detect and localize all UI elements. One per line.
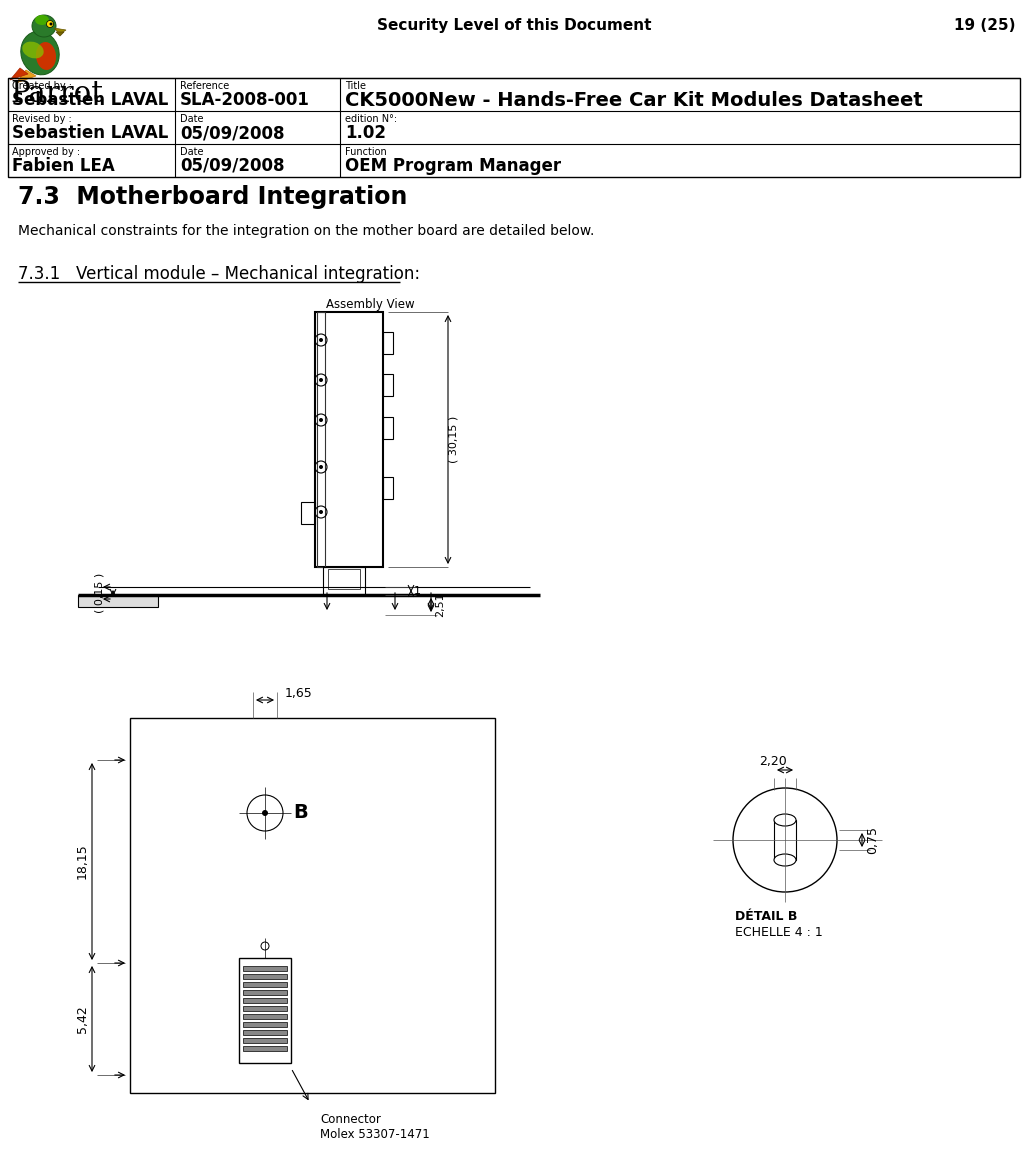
Bar <box>383 374 393 396</box>
Text: Date: Date <box>180 114 204 124</box>
Text: 18,15: 18,15 <box>75 843 88 879</box>
Text: 05/09/2008: 05/09/2008 <box>180 124 285 142</box>
Text: Function: Function <box>345 146 387 157</box>
Bar <box>243 966 287 970</box>
Ellipse shape <box>319 510 323 515</box>
Ellipse shape <box>49 22 52 26</box>
Ellipse shape <box>774 854 796 866</box>
Text: Title: Title <box>345 81 366 91</box>
Bar <box>243 1038 287 1043</box>
Text: Mechanical constraints for the integration on the mother board are detailed belo: Mechanical constraints for the integrati… <box>19 224 594 238</box>
Bar <box>243 999 287 1003</box>
Bar <box>243 974 287 979</box>
Bar <box>774 820 796 860</box>
Text: B: B <box>293 804 307 823</box>
Text: Sebastien LAVAL: Sebastien LAVAL <box>12 91 169 109</box>
Bar <box>78 595 158 607</box>
Text: Parrot: Parrot <box>10 80 103 108</box>
Ellipse shape <box>36 42 57 70</box>
Text: 2,20: 2,20 <box>759 755 786 768</box>
Text: Security Level of this Document: Security Level of this Document <box>376 18 652 33</box>
Text: 0,75: 0,75 <box>866 826 879 854</box>
Text: SLA-2008-001: SLA-2008-001 <box>180 91 309 109</box>
Text: 1,65: 1,65 <box>285 688 313 701</box>
Bar <box>243 1045 287 1051</box>
Bar <box>323 567 365 595</box>
Bar <box>243 1014 287 1018</box>
Text: 19 (25): 19 (25) <box>954 18 1015 33</box>
Bar <box>383 477 393 499</box>
Bar <box>243 1030 287 1035</box>
Text: 5,42: 5,42 <box>75 1006 88 1033</box>
Ellipse shape <box>35 15 49 25</box>
Text: 05/09/2008: 05/09/2008 <box>180 157 285 175</box>
Text: 1.02: 1.02 <box>345 124 386 142</box>
Text: Reference: Reference <box>180 81 229 91</box>
Polygon shape <box>56 32 64 36</box>
Ellipse shape <box>774 815 796 826</box>
Polygon shape <box>10 68 28 80</box>
Text: DÉTAIL B: DÉTAIL B <box>735 909 798 924</box>
Bar <box>130 718 495 1093</box>
Text: ( 30,15 ): ( 30,15 ) <box>448 415 458 463</box>
Ellipse shape <box>21 32 60 75</box>
Text: CK5000New - Hands-Free Car Kit Modules Datasheet: CK5000New - Hands-Free Car Kit Modules D… <box>345 91 923 110</box>
Ellipse shape <box>319 418 323 422</box>
Bar <box>8 79 1020 177</box>
Text: edition N°:: edition N°: <box>345 114 397 124</box>
Ellipse shape <box>46 20 53 27</box>
Text: OEM Program Manager: OEM Program Manager <box>345 157 561 175</box>
Text: Sebastien LAVAL: Sebastien LAVAL <box>12 124 169 142</box>
Text: 2,51: 2,51 <box>435 593 445 618</box>
Text: Connector
Molex 53307-1471: Connector Molex 53307-1471 <box>320 1113 430 1142</box>
Bar <box>243 1006 287 1011</box>
Text: ( 0,15 ): ( 0,15 ) <box>94 573 104 613</box>
Bar <box>328 568 360 590</box>
Bar <box>315 312 383 567</box>
Ellipse shape <box>319 379 323 382</box>
Text: 7.3.1   Vertical module – Mechanical integration:: 7.3.1 Vertical module – Mechanical integ… <box>19 265 420 282</box>
Text: 1: 1 <box>414 586 421 597</box>
Bar <box>243 990 287 995</box>
Bar <box>243 1022 287 1027</box>
Bar <box>383 417 393 440</box>
Bar <box>243 982 287 987</box>
Bar <box>238 958 291 1063</box>
Bar <box>301 502 315 524</box>
Text: 7.3  Motherboard Integration: 7.3 Motherboard Integration <box>19 185 407 209</box>
Ellipse shape <box>262 810 268 816</box>
Polygon shape <box>54 28 66 34</box>
Text: Approved by :: Approved by : <box>12 146 80 157</box>
Bar <box>317 312 325 567</box>
Text: Created by :: Created by : <box>12 81 72 91</box>
Text: ECHELLE 4 : 1: ECHELLE 4 : 1 <box>735 926 822 939</box>
Text: Date: Date <box>180 146 204 157</box>
Polygon shape <box>16 70 36 83</box>
Ellipse shape <box>319 338 323 342</box>
Text: Fabien LEA: Fabien LEA <box>12 157 115 175</box>
Bar <box>383 332 393 354</box>
Ellipse shape <box>319 465 323 469</box>
Text: Assembly View: Assembly View <box>326 298 414 311</box>
Text: Revised by :: Revised by : <box>12 114 72 124</box>
Ellipse shape <box>23 41 44 59</box>
Ellipse shape <box>32 15 56 38</box>
